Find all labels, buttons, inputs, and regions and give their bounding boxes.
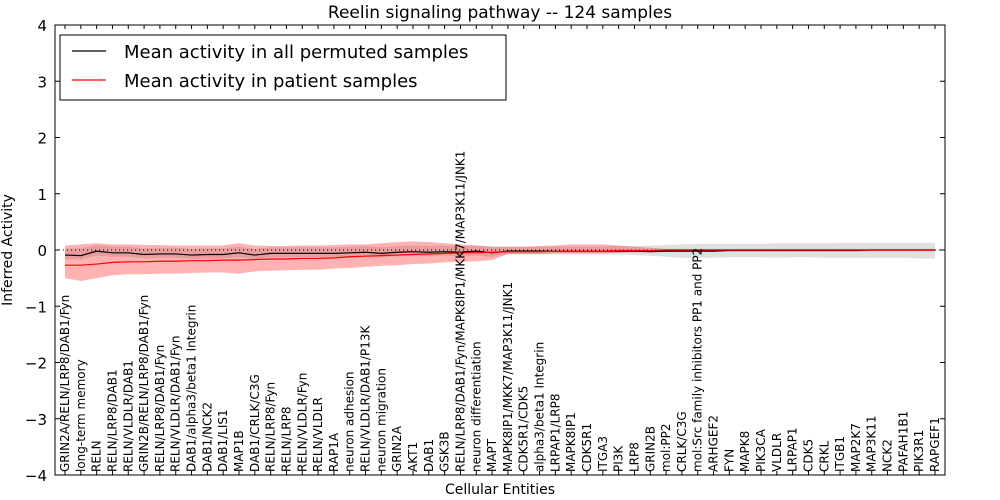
y-tick-labels: −4 −3 −2 −1 0 1 2 3 4	[25, 17, 47, 485]
category-label: RELN/LRP8/DAB1/Fyn/MAPK8IP1/MKK7/MAP3K11…	[453, 151, 467, 472]
category-label: alpha3/beta1 Integrin	[533, 342, 547, 472]
category-label: RELN/LRP8/DAB1/Fyn	[153, 345, 167, 472]
legend-label-permuted: Mean activity in all permuted samples	[124, 42, 468, 63]
category-label: RELN/LRP8/DAB1	[105, 369, 119, 472]
category-label: CRKL	[817, 440, 831, 472]
category-label: GRIN2B/RELN/LRP8/DAB1/Fyn	[137, 295, 151, 472]
y-tick-label: −3	[25, 411, 47, 429]
y-tick-label: 2	[37, 130, 47, 148]
legend-label-patient: Mean activity in patient samples	[124, 71, 418, 92]
category-label: DAB1/alpha3/beta1 Integrin	[185, 305, 199, 472]
series-lines	[64, 249, 935, 266]
category-label: RELN	[90, 440, 104, 472]
category-label: MAPT	[485, 438, 499, 472]
legend-box	[59, 34, 507, 101]
category-label: CDK5R1/CDK5	[517, 386, 531, 472]
category-label: GRIN2A	[390, 425, 404, 472]
category-label: RELN/VLDLR/Fyn	[295, 373, 309, 472]
category-label: RAPGEF1	[928, 417, 942, 472]
category-label: mol:PP2	[659, 423, 673, 472]
series-line-patient	[65, 249, 935, 266]
y-tick-label: 3	[37, 73, 47, 91]
category-label: DAB1/CRLK/C3G	[248, 374, 262, 472]
category-label: DAB1/NCK2	[200, 402, 214, 472]
category-label: RELN/VLDLR/DAB1	[121, 360, 135, 472]
category-label: MAPK8IP1	[564, 412, 578, 472]
category-label: NCK2	[881, 439, 895, 472]
category-label: PIK3CA	[754, 428, 768, 472]
category-label: long-term memory	[74, 359, 88, 472]
y-tick-label: −2	[25, 355, 47, 373]
category-label: neuron adhesion	[343, 371, 357, 472]
band-permuted	[65, 242, 935, 260]
confidence-bands	[65, 241, 935, 281]
category-label: CRLK/C3G	[675, 411, 689, 472]
y-tick-label: 4	[37, 17, 47, 35]
category-label: RELN/LRP8	[279, 406, 293, 472]
category-label: RELN/VLDLR/DAB1/P13K	[359, 325, 373, 472]
category-label: mol:Src family inhibitors PP1 and PP2	[691, 248, 705, 472]
category-label: RELN/LRP8/Fyn	[264, 382, 278, 472]
category-label: GSK3B	[438, 431, 452, 472]
category-label: ARHGEF2	[707, 415, 721, 472]
category-label: PI3K	[612, 445, 626, 472]
category-label: MAP2K7	[849, 423, 863, 472]
category-label: GRIN2A/RELN/LRP8/DAB1/Fyn	[58, 295, 72, 472]
category-label: PIK3R1	[912, 430, 926, 472]
y-tick-label: 0	[37, 242, 47, 260]
y-tick-label: −4	[25, 467, 47, 485]
category-label: LRPAP1	[786, 427, 800, 472]
y-tick-label: −1	[25, 298, 47, 316]
legend: Mean activity in all permuted samples Me…	[59, 34, 507, 101]
x-axis-label: Cellular Entities	[445, 482, 555, 498]
category-label: GRIN2B	[643, 426, 657, 472]
category-label: neuron differentiation	[469, 341, 483, 472]
y-tick-label: 1	[37, 186, 47, 204]
category-label: MAPK8IP1/MKK7/MAP3K11/JNK1	[501, 282, 515, 472]
category-labels: GRIN2A/RELN/LRP8/DAB1/Fyn long-term memor…	[58, 151, 942, 472]
category-label: RAP1A	[327, 432, 341, 472]
category-label: AKT1	[406, 442, 420, 472]
category-label: MAP1B	[232, 430, 246, 472]
category-label: MAPK8	[738, 431, 752, 472]
category-label: neuron migration	[374, 368, 388, 472]
category-label: MAP3K11	[865, 415, 879, 472]
y-axis-label: Inferred Activity	[0, 194, 16, 306]
category-label: RELN/VLDLR/DAB1/Fyn	[169, 336, 183, 472]
chart-title: Reelin signaling pathway -- 124 samples	[328, 3, 672, 23]
category-label: RELN/VLDLR	[311, 397, 325, 472]
category-label: LRPAP1/LRP8	[548, 393, 562, 472]
category-label: DAB1/LIS1	[216, 409, 230, 472]
category-label: LRP8	[627, 442, 641, 472]
category-label: ITGA3	[596, 436, 610, 472]
category-label: DAB1	[422, 439, 436, 472]
category-label: ITGB1	[833, 436, 847, 472]
category-label: FYN	[722, 449, 736, 472]
band-patient	[65, 241, 935, 281]
category-label: VLDLR	[770, 433, 784, 472]
category-label: CDK5	[801, 439, 815, 472]
category-label: CDK5R1	[580, 423, 594, 472]
axis-ticks	[55, 24, 945, 476]
category-label: PAFAH1B1	[896, 411, 910, 472]
